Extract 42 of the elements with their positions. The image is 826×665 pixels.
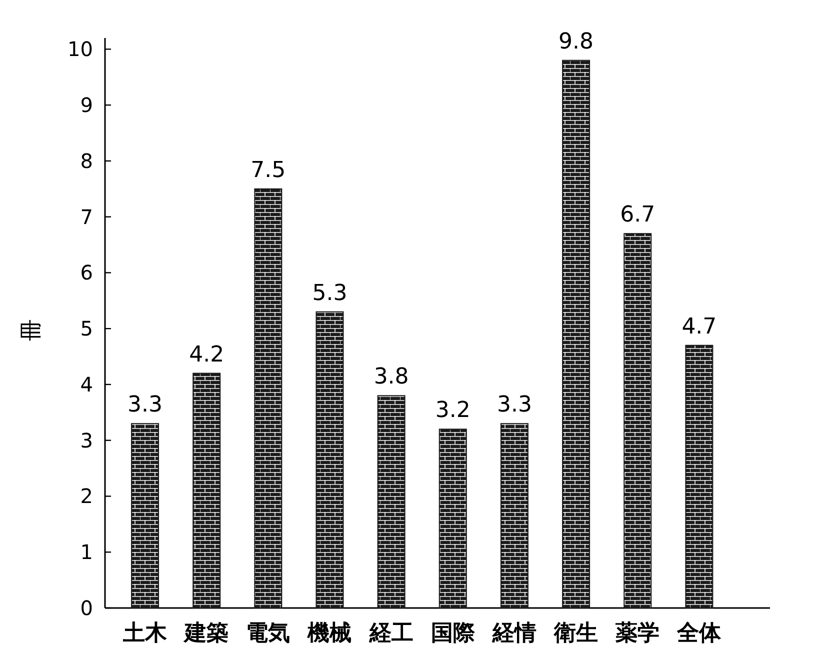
y-axis-title: 冊 <box>19 319 44 341</box>
y-tick-label: 9 <box>80 93 93 118</box>
bar <box>377 395 406 608</box>
data-label: 3.3 <box>128 392 163 418</box>
x-tick-label: 建築 <box>182 621 229 646</box>
x-tick-label: 国際 <box>430 621 476 646</box>
bar <box>500 423 528 608</box>
x-tick-label: 衛生 <box>553 621 598 646</box>
x-tick-label: 経情 <box>491 621 536 646</box>
data-label: 3.2 <box>435 398 470 424</box>
x-tick-label: 全体 <box>676 621 722 646</box>
data-label: 3.3 <box>496 392 532 418</box>
y-tick-label: 7 <box>80 204 93 229</box>
data-label: 9.8 <box>558 29 594 54</box>
y-tick-label: 4 <box>80 372 93 396</box>
y-tick-label: 2 <box>80 484 93 508</box>
bar <box>316 311 344 608</box>
y-tick-label: 8 <box>80 148 93 173</box>
x-tick-label: 薬学 <box>614 621 660 646</box>
data-label: 3.8 <box>374 364 409 390</box>
y-tick-label: 0 <box>80 596 93 620</box>
bar <box>192 372 221 608</box>
bar <box>254 188 282 608</box>
bar <box>438 428 467 608</box>
data-label: 4.2 <box>189 342 224 368</box>
y-tick-label: 10 <box>68 37 93 62</box>
y-tick-label: 1 <box>80 540 93 564</box>
bar <box>131 423 160 608</box>
x-tick-label: 土木 <box>122 621 168 646</box>
y-tick-label: 6 <box>80 260 93 285</box>
data-label: 6.7 <box>620 202 656 228</box>
x-tick-label: 経工 <box>368 621 414 646</box>
y-tick-label: 5 <box>80 316 93 341</box>
data-label: 5.3 <box>312 280 348 306</box>
bar <box>562 60 590 608</box>
x-tick-label: 電気 <box>246 621 290 646</box>
data-label: 7.5 <box>250 158 286 183</box>
x-tick-label: 機械 <box>306 621 352 646</box>
y-tick-label: 3 <box>80 428 93 452</box>
data-label: 4.7 <box>682 314 717 340</box>
bar <box>685 344 714 608</box>
bar <box>624 233 652 608</box>
